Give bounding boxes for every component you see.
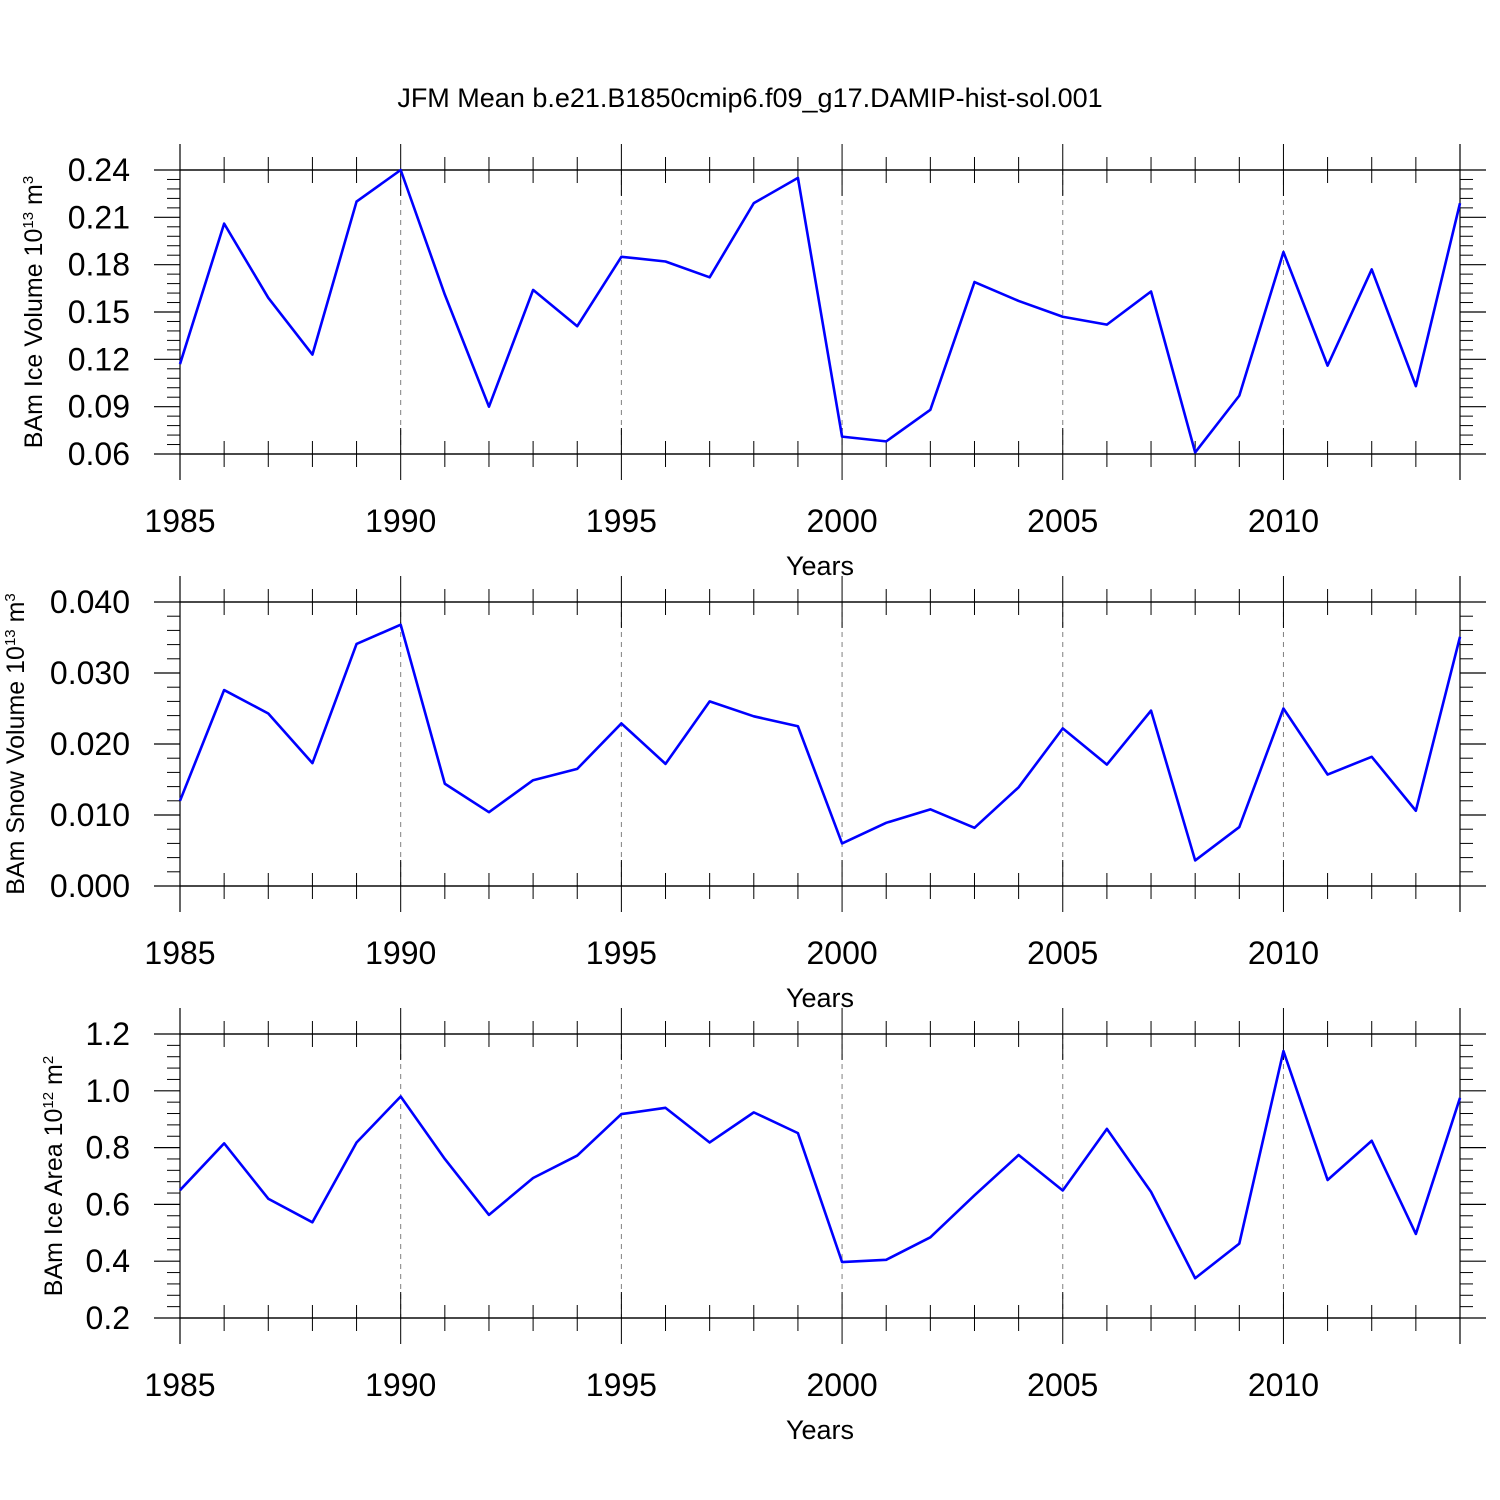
y-tick-label: 0.4 [86, 1243, 130, 1279]
series-line [179, 1049, 1462, 1280]
x-tick-label: 2000 [806, 1367, 877, 1403]
x-axis-title: Years [786, 551, 854, 581]
y-tick-label: 1.2 [86, 1016, 130, 1052]
y-tick-label: 1.0 [86, 1073, 130, 1109]
x-tick-label: 2010 [1248, 1367, 1319, 1403]
y-tick-label: 0.21 [68, 199, 130, 235]
chart-panel-2: 1985 1990 1995 2000 2005 2010 Years 0.000 0.010 0… [2, 576, 1486, 1013]
y-tick-label: 0.06 [68, 436, 130, 472]
x-tick-label: 1995 [586, 1367, 657, 1403]
x-tick-label: 1990 [365, 1367, 436, 1403]
y-tick-label: 0.12 [68, 341, 130, 377]
x-tick-label: 2000 [806, 935, 877, 971]
y-tick-label: 0.09 [68, 389, 130, 425]
y-tick-label: 0.030 [50, 655, 130, 691]
panels: 1985 1990 1995 2000 2005 2010 Years 0.06 0.09 0.1… [2, 144, 1486, 1445]
x-tick-label: 1985 [144, 503, 215, 539]
x-tick-label: 1985 [144, 1367, 215, 1403]
y-tick-label: 0.020 [50, 726, 130, 762]
y-tick-label: 0.24 [68, 152, 130, 188]
series-line [178, 168, 1462, 454]
x-axis-title: Years [786, 983, 854, 1013]
y-tick-label: 0.8 [86, 1130, 130, 1166]
y-axis-title: BAm Snow Volume 1013 m3 [2, 593, 30, 895]
chart-panel-3: 1985 1990 1995 2000 2005 2010 Years 0.2 0.4 0.6 0.… [40, 1008, 1486, 1445]
chart-title: JFM Mean b.e21.B1850cmip6.f09_g17.DAMIP-… [397, 83, 1102, 113]
x-tick-label: 2005 [1027, 503, 1098, 539]
y-axis-title: BAm Ice Volume 1013 m3 [20, 176, 48, 448]
y-tick-label: 0.010 [50, 797, 130, 833]
x-tick-label: 2000 [806, 503, 877, 539]
x-tick-label: 2010 [1248, 935, 1319, 971]
x-tick-label: 1995 [586, 935, 657, 971]
y-tick-label: 0.15 [68, 294, 130, 330]
x-tick-label: 1990 [365, 935, 436, 971]
x-tick-label: 1995 [586, 503, 657, 539]
x-tick-label: 1990 [365, 503, 436, 539]
y-tick-label: 0.6 [86, 1186, 130, 1222]
y-axis-title: BAm Ice Area 1012 m2 [40, 1056, 68, 1296]
x-tick-label: 2010 [1248, 503, 1319, 539]
x-tick-label: 2005 [1027, 935, 1098, 971]
y-tick-label: 0.2 [86, 1300, 130, 1336]
y-tick-label: 0.040 [50, 584, 130, 620]
x-tick-label: 1985 [144, 935, 215, 971]
x-tick-label: 2005 [1027, 1367, 1098, 1403]
y-tick-label: 0.000 [50, 868, 130, 904]
y-tick-label: 0.18 [68, 247, 130, 283]
x-axis-title: Years [786, 1415, 854, 1445]
series-line [178, 623, 1462, 862]
chart-panel-1: 1985 1990 1995 2000 2005 2010 Years 0.06 0.09 0.1… [20, 144, 1486, 581]
